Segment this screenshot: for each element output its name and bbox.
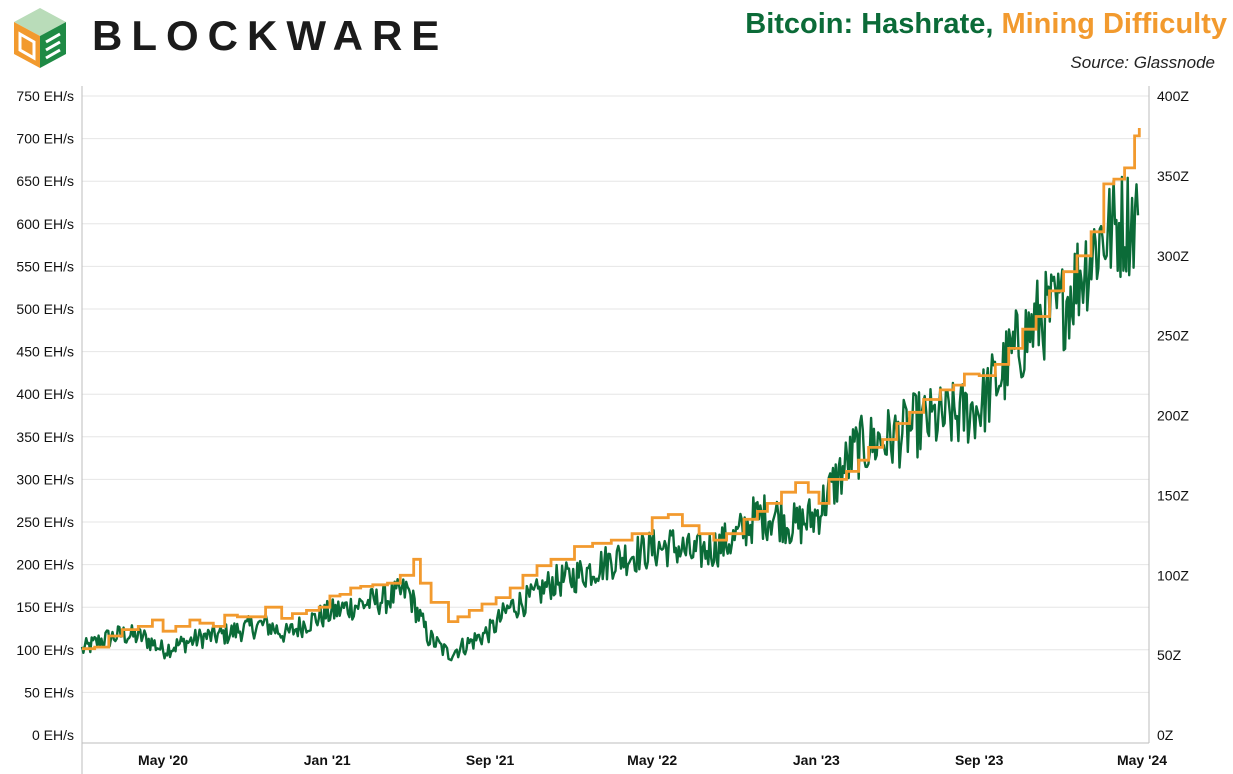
chart-source: Source: Glassnode bbox=[1070, 53, 1215, 72]
y-left-tick-label: 700 EH/s bbox=[16, 131, 74, 147]
y-right-tick-label: 200Z bbox=[1157, 408, 1189, 424]
x-axis-labels: May '20 Jan '21 Sep '21 May '22 Jan '23 Sep '… bbox=[138, 752, 1167, 768]
difficulty-series-line bbox=[82, 128, 1141, 651]
y-left-tick-label: 300 EH/s bbox=[16, 471, 74, 487]
y-left-tick-label: 100 EH/s bbox=[16, 642, 74, 658]
y-right-tick-label: 150Z bbox=[1157, 487, 1189, 503]
title-hashrate: Bitcoin: Hashrate, bbox=[745, 8, 1002, 40]
y-left-tick-label: 150 EH/s bbox=[16, 599, 74, 615]
y-right-tick-label: 350Z bbox=[1157, 168, 1189, 184]
y-right-tick-label: 250Z bbox=[1157, 328, 1189, 344]
y-right-tick-label: 400Z bbox=[1157, 88, 1189, 104]
y-left-tick-label: 500 EH/s bbox=[16, 301, 74, 317]
gridlines bbox=[82, 95, 1149, 693]
chart-header: BLOCKWARE Bitcoin: Hashrate, Mining Diff… bbox=[0, 0, 1233, 84]
x-tick-label: May '20 bbox=[138, 752, 188, 768]
chart-title: Bitcoin: Hashrate, Mining Difficulty bbox=[745, 6, 1227, 42]
y-left-tick-label: 400 EH/s bbox=[16, 386, 74, 402]
y-left-tick-label: 450 EH/s bbox=[16, 344, 74, 360]
x-tick-label: May '22 bbox=[627, 752, 677, 768]
y-left-tick-label: 350 EH/s bbox=[16, 429, 74, 445]
x-tick-label: Sep '21 bbox=[466, 752, 515, 768]
x-tick-label: May '24 bbox=[1117, 752, 1167, 768]
y-left-tick-label: 50 EH/s bbox=[24, 684, 74, 700]
y-axis-left-labels: 0 EH/s 50 EH/s 100 EH/s 150 EH/s 200 EH/s 250… bbox=[16, 88, 74, 743]
y-axis-right-labels: 0Z 50Z 100Z 150Z 200Z 250Z 300Z 350Z 400Z bbox=[1157, 88, 1189, 743]
y-right-tick-label: 100Z bbox=[1157, 567, 1189, 583]
y-left-tick-label: 250 EH/s bbox=[16, 514, 74, 530]
y-left-tick-label: 600 EH/s bbox=[16, 216, 74, 232]
series-group bbox=[80, 128, 1141, 662]
x-tick-label: Jan '21 bbox=[304, 752, 351, 768]
y-left-tick-label: 650 EH/s bbox=[16, 173, 74, 189]
y-right-tick-label: 0Z bbox=[1157, 727, 1174, 743]
y-left-tick-label: 550 EH/s bbox=[16, 258, 74, 274]
y-left-tick-label: 0 EH/s bbox=[32, 727, 74, 743]
axes bbox=[81, 86, 1150, 774]
x-tick-label: Sep '23 bbox=[955, 752, 1004, 768]
y-right-tick-label: 50Z bbox=[1157, 647, 1182, 663]
title-difficulty: Mining Difficulty bbox=[1001, 8, 1227, 40]
y-right-tick-label: 300Z bbox=[1157, 248, 1189, 264]
hashrate-series-line bbox=[80, 175, 1140, 662]
y-left-tick-label: 200 EH/s bbox=[16, 557, 74, 573]
brand-name: BLOCKWARE bbox=[92, 12, 449, 59]
y-left-tick-label: 750 EH/s bbox=[16, 88, 74, 104]
blockware-logo-icon bbox=[14, 8, 66, 68]
x-tick-label: Jan '23 bbox=[793, 752, 840, 768]
